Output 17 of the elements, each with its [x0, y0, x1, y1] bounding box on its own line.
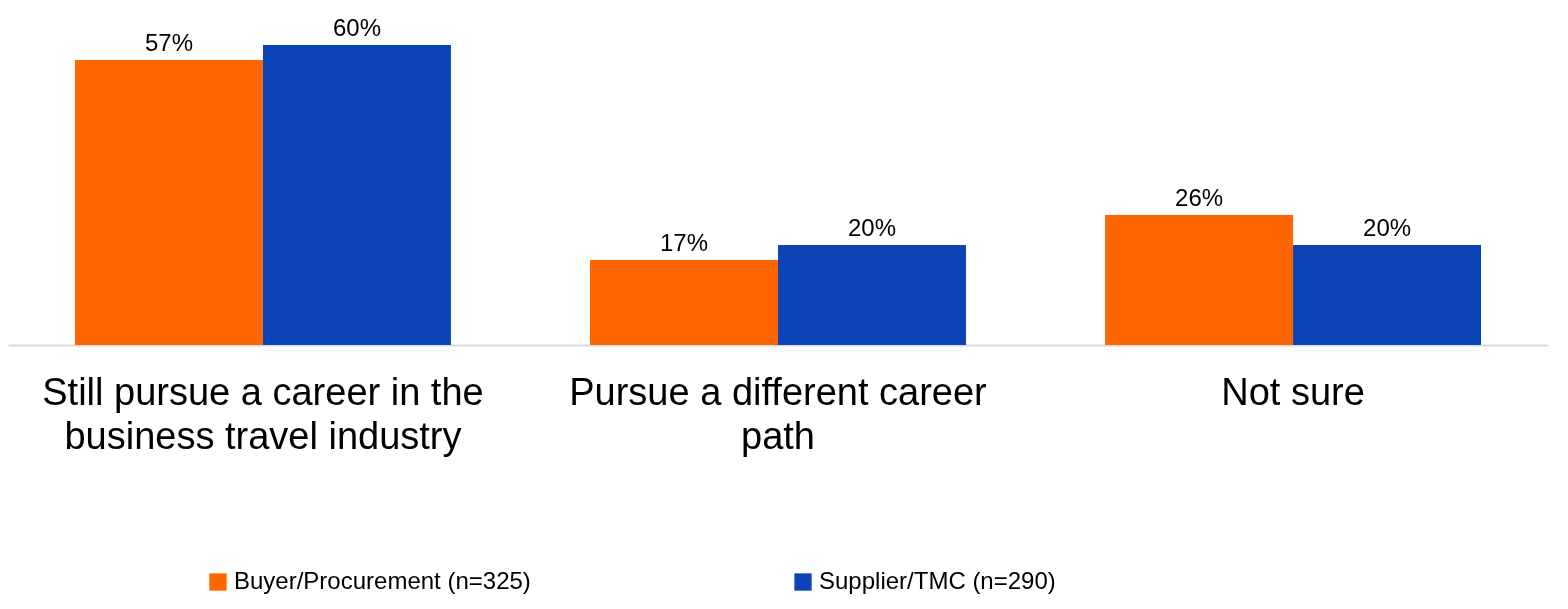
x-tick-label: Pursue a different career path	[569, 371, 988, 457]
data-label: 60%	[332, 14, 381, 41]
data-label: 20%	[1363, 214, 1412, 241]
legend-label: Buyer/Procurement (n=325)	[234, 567, 531, 594]
legend-label: Supplier/TMC (n=290)	[819, 567, 1056, 594]
data-label: 20%	[847, 214, 897, 241]
bar	[778, 245, 966, 345]
bar	[74, 60, 263, 345]
data-label: 17%	[659, 229, 709, 256]
bar	[1293, 245, 1482, 345]
x-tick-label: Not sure	[1221, 371, 1365, 413]
bar	[1105, 215, 1294, 345]
bar	[590, 260, 778, 345]
x-tick-label: Still pursue a career in the business travel industry	[42, 371, 484, 457]
bar	[262, 45, 451, 345]
data-label: 26%	[1175, 184, 1224, 211]
data-label: 57%	[144, 29, 193, 56]
